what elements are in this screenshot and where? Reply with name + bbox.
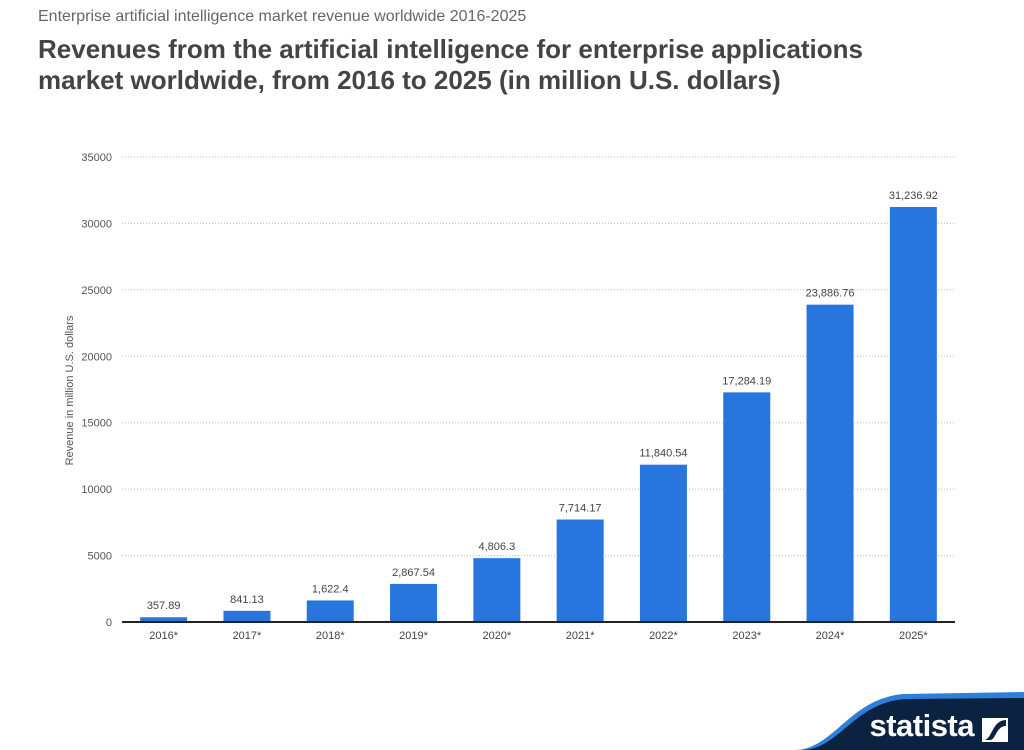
x-tick-label: 2020*	[482, 630, 511, 642]
x-tick-label: 2021*	[566, 630, 595, 642]
chart-subtitle: Enterprise artificial intelligence marke…	[38, 8, 527, 25]
bar-2022	[639, 464, 687, 622]
statista-logo: statista	[794, 688, 1024, 750]
data-label: 841.13	[230, 594, 264, 606]
data-label: 17,284.19	[722, 375, 771, 387]
x-tick-label: 2016*	[149, 630, 178, 642]
y-tick-label: 35000	[81, 152, 112, 164]
x-tick-label: 2025*	[899, 630, 928, 642]
data-label: 1,622.4	[312, 583, 349, 595]
y-axis-label: Revenue in million U.S. dollars	[64, 315, 76, 465]
data-label: 7,714.17	[559, 503, 602, 515]
bar-2016	[140, 617, 188, 622]
bar-2019	[390, 583, 438, 622]
y-tick-label: 20000	[81, 351, 112, 363]
chart-title: Revenues from the artificial intelligenc…	[38, 34, 864, 95]
bar-2017	[223, 610, 271, 622]
x-tick-label: 2022*	[649, 630, 678, 642]
x-tick-label: 2023*	[732, 630, 761, 642]
data-label: 2,867.54	[392, 567, 435, 579]
bar-2023	[723, 392, 771, 622]
data-label: 23,886.76	[806, 288, 855, 300]
data-label: 357.89	[147, 600, 181, 612]
y-tick-label: 5000	[88, 551, 112, 563]
x-tick-label: 2024*	[816, 630, 845, 642]
statista-logo-shape	[794, 692, 1024, 750]
y-tick-label: 0	[106, 617, 112, 629]
x-tick-label: 2017*	[233, 630, 262, 642]
bar-2025	[889, 206, 937, 622]
y-tick-label: 25000	[81, 285, 112, 297]
bar-2018	[306, 600, 354, 622]
data-label: 31,236.92	[889, 190, 938, 202]
y-tick-label: 30000	[81, 218, 112, 230]
x-tick-label: 2018*	[316, 630, 345, 642]
y-tick-label: 15000	[81, 418, 112, 430]
bar-2024	[806, 304, 854, 622]
logo-text: statista	[869, 708, 974, 743]
y-tick-label: 10000	[81, 484, 112, 496]
data-label: 11,840.54	[639, 448, 687, 460]
data-label: 4,806.3	[478, 541, 515, 553]
bar-2020	[473, 558, 521, 622]
x-tick-label: 2019*	[399, 630, 428, 642]
bar-2021	[556, 519, 604, 622]
